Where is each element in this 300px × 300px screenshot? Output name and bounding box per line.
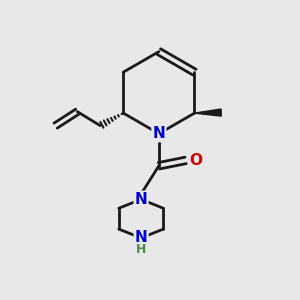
Text: H: H [136, 243, 146, 256]
Text: N: N [135, 192, 148, 207]
Text: O: O [189, 153, 202, 168]
Polygon shape [194, 109, 221, 116]
Text: N: N [152, 126, 165, 141]
Text: N: N [135, 230, 148, 245]
